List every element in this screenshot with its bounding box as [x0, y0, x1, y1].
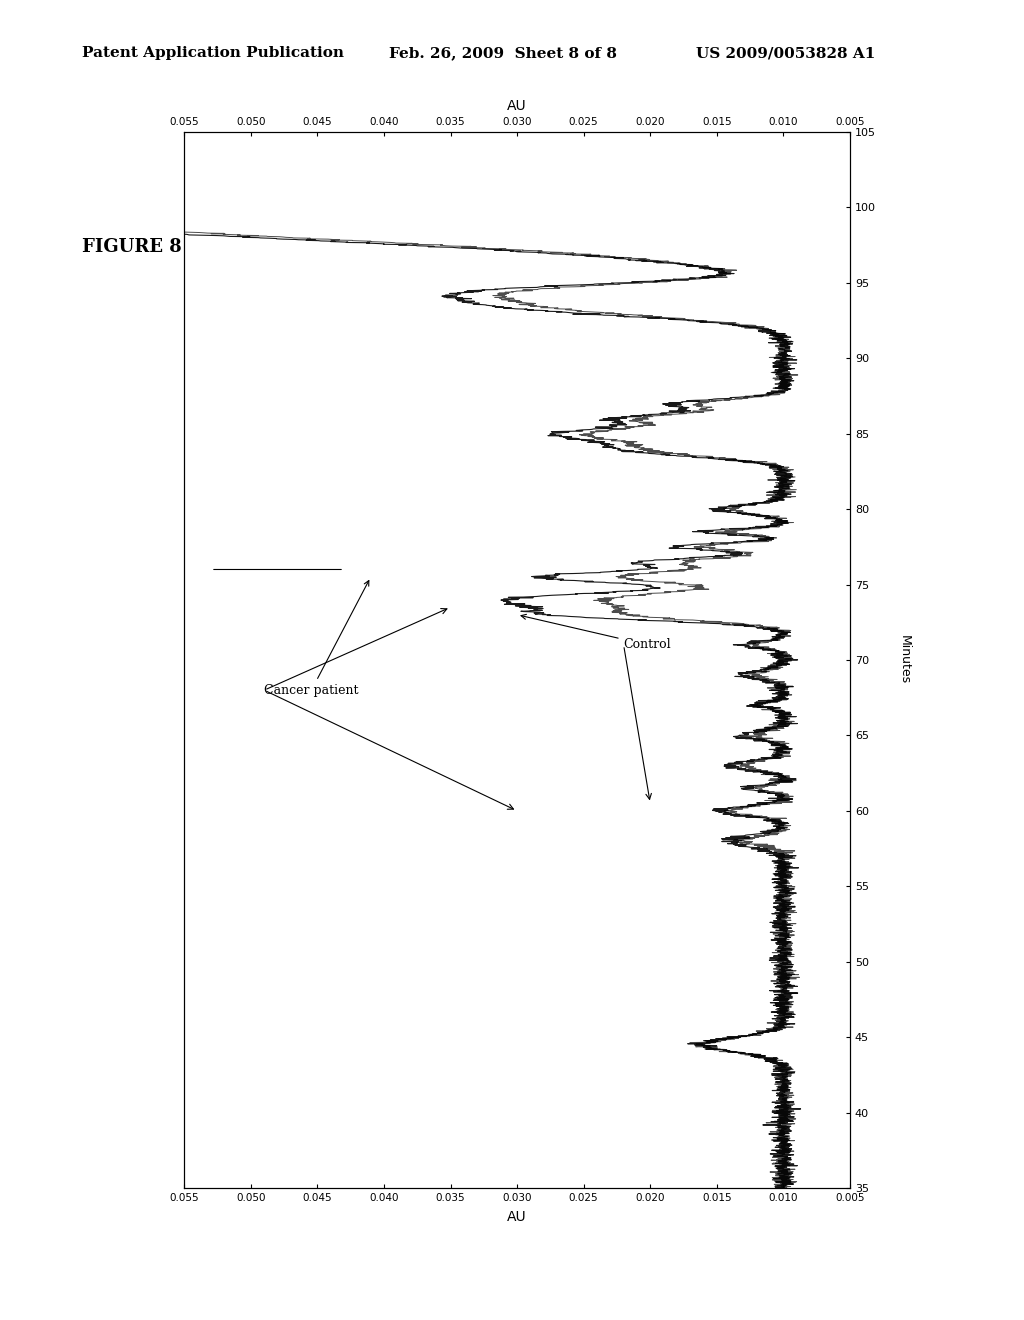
- X-axis label: AU: AU: [507, 99, 527, 114]
- Text: US 2009/0053828 A1: US 2009/0053828 A1: [696, 46, 876, 61]
- Y-axis label: Minutes: Minutes: [897, 635, 910, 685]
- X-axis label: AU: AU: [507, 1210, 527, 1224]
- Text: Patent Application Publication: Patent Application Publication: [82, 46, 344, 61]
- Text: Feb. 26, 2009  Sheet 8 of 8: Feb. 26, 2009 Sheet 8 of 8: [389, 46, 617, 61]
- Text: FIGURE 8: FIGURE 8: [82, 238, 181, 256]
- Text: Control: Control: [521, 614, 672, 651]
- Text: Cancer patient: Cancer patient: [264, 581, 369, 697]
